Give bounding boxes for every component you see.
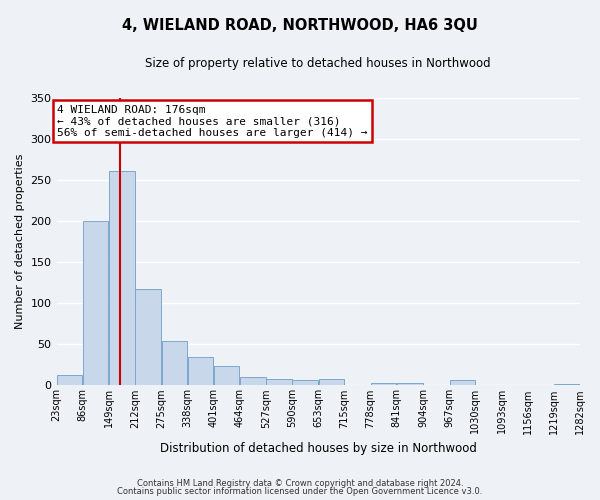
Bar bbox=[57, 374, 82, 386]
Bar bbox=[136, 290, 161, 386]
Bar bbox=[188, 358, 213, 386]
Title: Size of property relative to detached houses in Northwood: Size of property relative to detached ho… bbox=[145, 58, 491, 70]
Bar bbox=[319, 379, 344, 386]
Bar bbox=[266, 379, 292, 386]
Bar bbox=[240, 377, 266, 386]
Text: 4 WIELAND ROAD: 176sqm
← 43% of detached houses are smaller (316)
56% of semi-de: 4 WIELAND ROAD: 176sqm ← 43% of detached… bbox=[58, 104, 368, 138]
X-axis label: Distribution of detached houses by size in Northwood: Distribution of detached houses by size … bbox=[160, 442, 477, 455]
Text: Contains public sector information licensed under the Open Government Licence v3: Contains public sector information licen… bbox=[118, 487, 482, 496]
Bar bbox=[449, 380, 475, 386]
Bar bbox=[371, 383, 397, 386]
Bar bbox=[292, 380, 318, 386]
Bar bbox=[109, 171, 134, 386]
Bar bbox=[554, 384, 580, 386]
Y-axis label: Number of detached properties: Number of detached properties bbox=[15, 154, 25, 330]
Bar bbox=[397, 383, 422, 386]
Text: 4, WIELAND ROAD, NORTHWOOD, HA6 3QU: 4, WIELAND ROAD, NORTHWOOD, HA6 3QU bbox=[122, 18, 478, 32]
Bar bbox=[83, 221, 109, 386]
Bar bbox=[214, 366, 239, 386]
Bar bbox=[161, 341, 187, 386]
Text: Contains HM Land Registry data © Crown copyright and database right 2024.: Contains HM Land Registry data © Crown c… bbox=[137, 478, 463, 488]
